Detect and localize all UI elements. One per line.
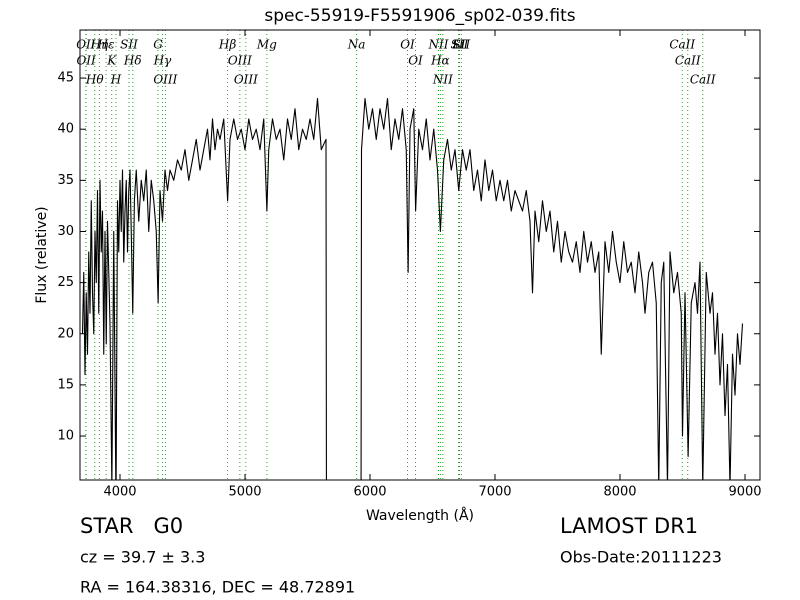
x-tick-label: 4000 (103, 485, 136, 500)
x-axis-label: Wavelength (Å) (366, 507, 474, 524)
spectral-line-label: SII (120, 38, 138, 52)
x-tick-label: 6000 (353, 485, 386, 500)
spectral-line-label: H (110, 73, 122, 87)
coordinates: RA = 164.38316, DEC = 48.72891 (80, 578, 355, 597)
spectrum-line (81, 97, 744, 480)
obs-date: Obs-Date:20111223 (560, 548, 722, 567)
spectral-line-label: OI (400, 38, 415, 52)
spectral-line-label: K (106, 54, 117, 68)
spectral-line-label: G (153, 38, 163, 52)
spectral-line-label: Mg (256, 38, 277, 52)
y-tick-label: 40 (57, 122, 74, 137)
spectral-line-label: OIII (228, 54, 252, 68)
spectral-line-label: Na (347, 38, 366, 52)
spectral-line-label: Hδ (123, 54, 142, 68)
redshift: cz = 39.7 ± 3.3 (80, 548, 205, 567)
x-tick-label: 9000 (728, 485, 761, 500)
spectral-line-label: OIII (153, 73, 177, 87)
x-tick-label: 7000 (478, 485, 511, 500)
spectral-line-label: NII (428, 38, 449, 52)
spectral-line-label: SII (451, 38, 469, 52)
spectral-line-label: OIII (234, 73, 258, 87)
object-class: STAR G0 (80, 514, 183, 538)
spectral-line-label: Li (452, 38, 465, 52)
y-tick-label: 20 (57, 326, 74, 341)
plot-area (81, 30, 744, 480)
spectral-line-label: OII (76, 54, 96, 68)
spectral-line-label: Hε (97, 38, 115, 52)
spectral-line-label: Hη (90, 38, 109, 52)
survey: LAMOST DR1 (560, 514, 698, 538)
y-tick-label: 10 (57, 429, 74, 444)
spectral-line-label: OI (408, 54, 423, 68)
y-tick-label: 35 (57, 173, 74, 188)
spectral-line-label: SII (453, 38, 471, 52)
chart-title: spec-55919-F5591906_sp02-039.fits (264, 6, 575, 26)
spectral-line-label: Hγ (153, 54, 172, 68)
spectral-line-label: OII (76, 38, 96, 52)
spectral-line-label: CaII (669, 38, 695, 52)
spectral-line-label: NII (432, 73, 453, 87)
y-tick-label: 15 (57, 377, 74, 392)
y-tick-label: 45 (57, 71, 74, 86)
spectral-line-label: Hθ (85, 73, 104, 87)
y-tick-label: 25 (57, 275, 74, 290)
spectral-line-label: CaII (690, 73, 716, 87)
y-tick-label: 30 (57, 224, 74, 239)
spectral-line-label: Hβ (218, 38, 236, 52)
plot-frame (79, 29, 761, 481)
x-tick-label: 8000 (603, 485, 636, 500)
spectral-line-label: CaII (675, 54, 701, 68)
y-axis-label: Flux (relative) (34, 206, 50, 303)
spectral-line-label: Hα (430, 54, 450, 68)
x-tick-label: 5000 (228, 485, 261, 500)
